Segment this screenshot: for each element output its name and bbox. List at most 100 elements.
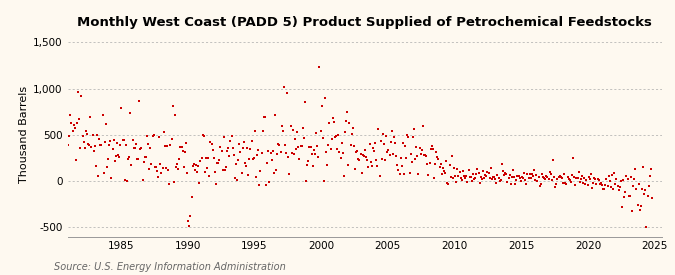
Point [365,160,376,164]
Point [243,173,254,178]
Point [446,154,457,159]
Point [355,152,366,157]
Point [125,111,136,115]
Point [303,159,314,164]
Point [588,181,599,185]
Point [288,127,298,132]
Point [281,91,292,95]
Point [618,178,628,183]
Point [292,130,302,134]
Point [435,162,446,167]
Point [566,172,577,177]
Point [284,172,295,176]
Point [363,165,374,169]
Point [184,224,194,229]
Point [572,176,583,180]
Point [405,151,416,156]
Point [176,144,187,149]
Point [188,162,199,167]
Point [418,124,429,129]
Point [529,168,539,172]
Point [263,148,273,153]
Point [99,140,110,144]
Point [506,175,517,180]
Point [353,157,364,161]
Point [322,163,333,167]
Point [506,181,516,186]
Point [415,151,426,156]
Point [306,152,317,156]
Point [240,164,251,168]
Point [550,185,561,189]
Point [434,165,445,169]
Point [533,174,544,179]
Point [259,115,269,119]
Point [636,204,647,208]
Point [412,154,423,159]
Point [637,187,647,191]
Point [132,157,142,161]
Point [73,90,84,94]
Point [283,155,294,160]
Point [573,170,584,175]
Point [242,146,252,151]
Point [624,194,635,199]
Point [576,177,587,181]
Point [528,174,539,178]
Point [425,147,436,151]
Point [77,133,88,138]
Point [350,166,360,171]
Point [217,168,228,172]
Point [82,142,93,146]
Point [105,139,115,143]
Point [228,152,239,157]
Point [346,132,357,136]
Point [70,158,81,162]
Point [614,188,624,192]
Point [418,153,429,157]
Point [437,166,448,170]
Point [560,181,570,186]
Point [504,172,515,177]
Point [209,155,219,160]
Point [111,140,122,145]
Point [106,176,117,180]
Point [66,121,77,125]
Point [254,183,265,187]
Point [535,181,546,186]
Point [211,182,221,186]
Point [461,173,472,178]
Point [499,173,510,177]
Point [514,176,525,180]
Point [497,162,508,167]
Point [122,179,132,183]
Point [481,174,491,178]
Point [379,157,390,162]
Point [97,113,108,117]
Point [147,134,158,138]
Point [367,163,377,168]
Point [80,129,91,133]
Point [599,187,610,191]
Point [406,160,417,164]
Point [549,175,560,179]
Point [340,130,350,134]
Point [252,152,263,157]
Point [630,166,641,171]
Point [192,170,202,174]
Point [422,162,433,166]
Point [480,173,491,177]
Point [647,196,657,201]
Point [119,178,130,182]
Point [620,190,630,194]
Point [134,99,144,103]
Point [468,172,479,176]
Point [202,166,213,170]
Point [197,133,208,137]
Point [321,150,331,155]
Point [582,183,593,187]
Point [561,182,572,186]
Point [441,158,452,163]
Point [308,148,319,152]
Point [212,161,223,165]
